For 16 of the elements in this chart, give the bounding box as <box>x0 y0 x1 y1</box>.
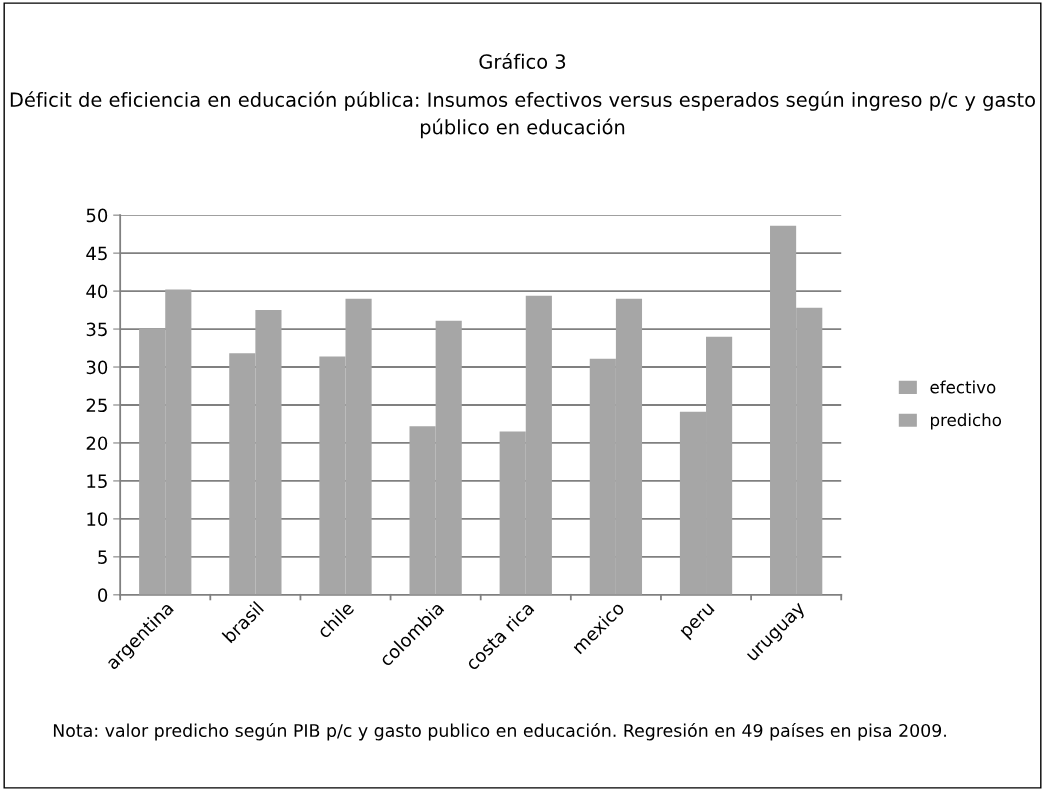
chart-title: Gráfico 3 <box>479 53 566 69</box>
chart-subtitle: Déficit de eficiencia en educación pública: Insumos efectivos versus esperados según ingreso p/c y gasto público en educación <box>10 91 1035 139</box>
y-tick-label: 40 <box>86 284 108 299</box>
y-tick-label: 0 <box>98 588 108 602</box>
y-tick-label: 50 <box>86 208 108 223</box>
y-tick-label: 15 <box>87 474 107 489</box>
text: Nota: valor predicho según PIB p/c y gasto publico en educación. Regresión en 49 países en pisa 2009. <box>53 722 946 741</box>
y-tick-label: 30 <box>86 360 108 375</box>
y-tick-label: 20 <box>86 436 108 451</box>
legend-label: efectivo <box>930 380 996 394</box>
y-tick-label: 10 <box>87 512 108 527</box>
y-tick-label: 25 <box>86 398 107 413</box>
legend-label: predicho <box>931 413 1002 430</box>
y-tick-label: 35 <box>86 322 107 337</box>
y-tick-label: 45 <box>86 246 107 261</box>
y-tick-label: 5 <box>98 550 107 564</box>
